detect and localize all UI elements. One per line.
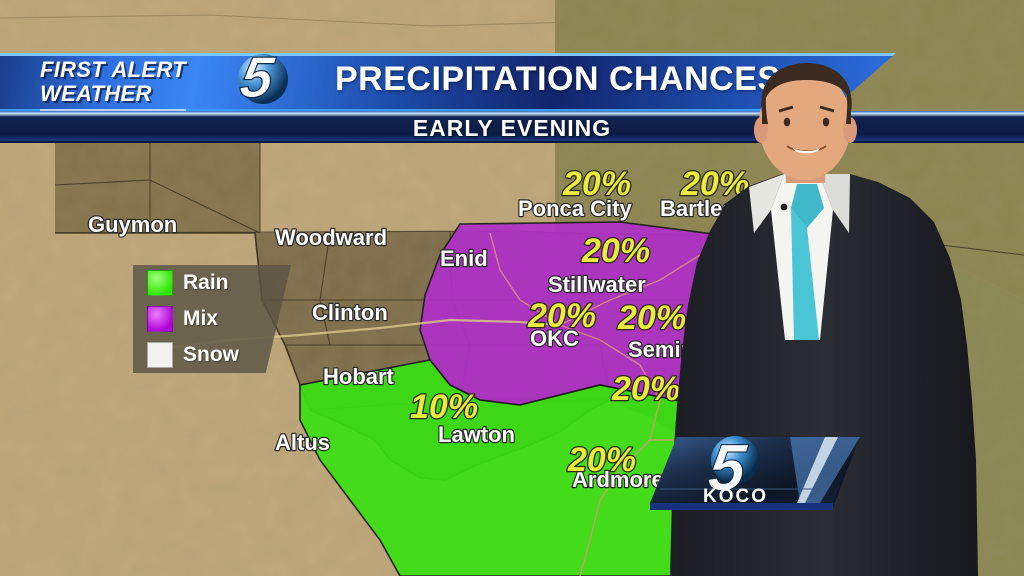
svg-text:KOCO: KOCO (703, 486, 768, 507)
